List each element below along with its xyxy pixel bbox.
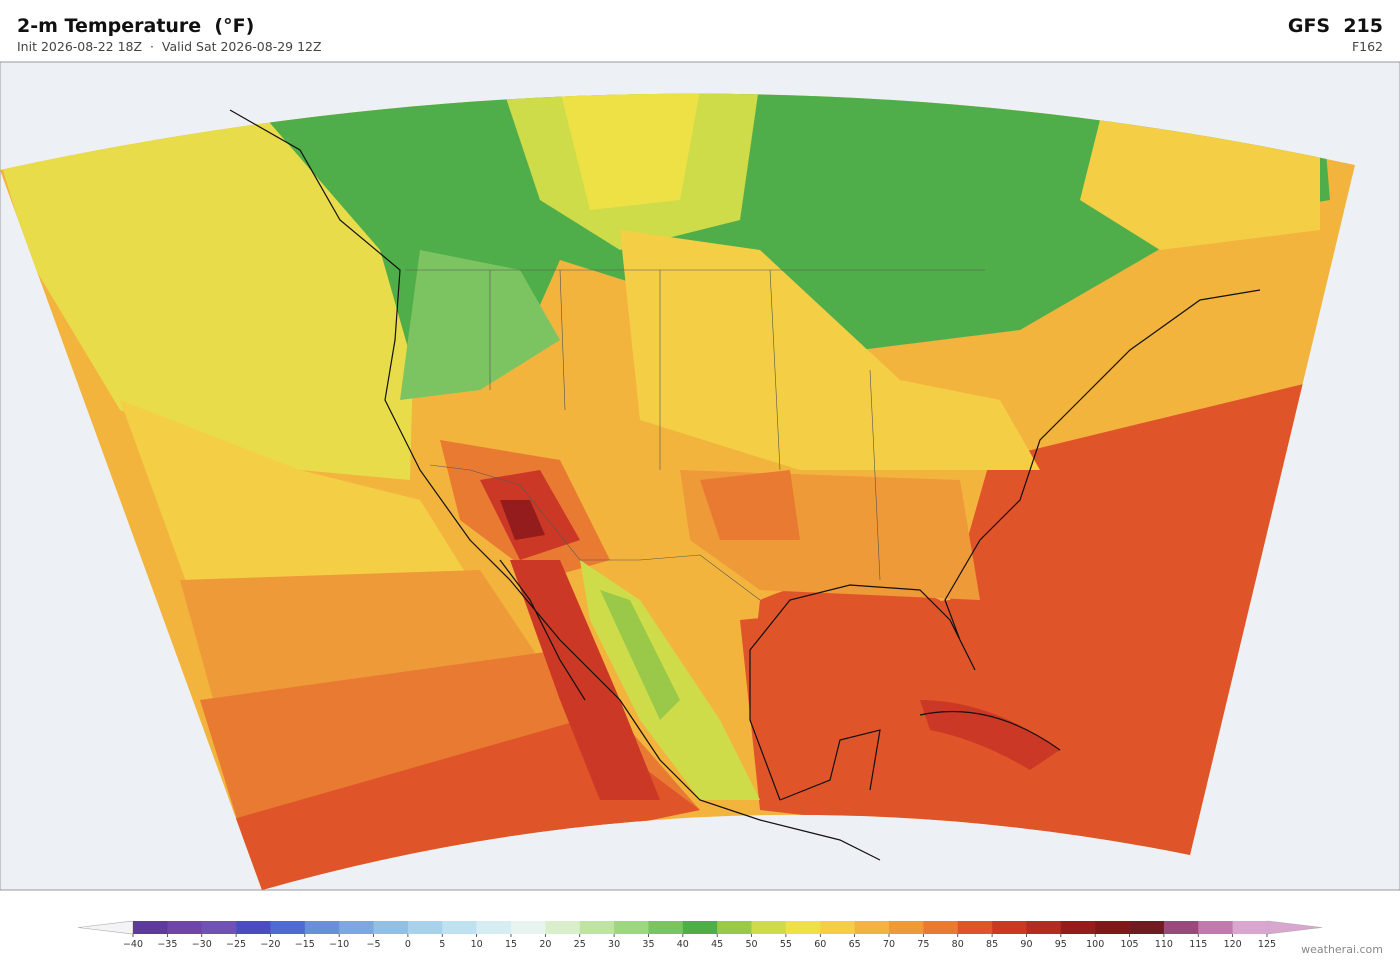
colorbar-tick-label: 100	[1086, 939, 1104, 950]
colorbar-bin	[751, 921, 787, 934]
colorbar-tick-label: 25	[574, 939, 586, 950]
colorbar-bin	[545, 921, 581, 934]
colorbar-tick-label: −5	[367, 939, 381, 950]
colorbar-bin	[167, 921, 203, 934]
colorbar-tick-label: 45	[711, 939, 723, 950]
coastlines	[229, 109, 1261, 861]
colorbar-tick-label: 5	[439, 939, 445, 950]
colorbar-tick-label: −15	[295, 939, 315, 950]
colorbar-bin	[579, 921, 615, 934]
colorbar-tick-label: 0	[405, 939, 411, 950]
colorbar-bin	[304, 921, 340, 934]
colorbar-bin	[614, 921, 649, 934]
colorbar-bin	[1163, 921, 1199, 934]
colorbar-bin	[648, 921, 684, 934]
colorbar-tick-label: 120	[1224, 939, 1242, 950]
colorbar-bin	[854, 921, 890, 934]
colorbar-tick-label: −35	[157, 939, 177, 950]
colorbar-tick-label: 105	[1120, 939, 1138, 950]
colorbar-bin	[339, 921, 374, 934]
colorbar-tick-label: 85	[986, 939, 998, 950]
colorbar-tick-label: 90	[1020, 939, 1032, 950]
colorbar-tick-label: 80	[952, 939, 964, 950]
colorbar-tick-label: 35	[642, 939, 654, 950]
colorbar-bin	[785, 921, 821, 934]
title: 2-m Temperature (°F)	[17, 15, 255, 37]
colorbar-tick-label: 110	[1155, 939, 1173, 950]
colorbar-bin	[1232, 921, 1268, 934]
colorbar-tick-label: 70	[883, 939, 895, 950]
colorbar-bin	[133, 921, 168, 934]
colorbar-bin	[682, 921, 718, 934]
colorbar-bin	[992, 921, 1027, 934]
colorbar-tick-label: −30	[192, 939, 212, 950]
model: GFS 215	[1287, 15, 1383, 37]
colorbar-tick-label: 95	[1055, 939, 1067, 950]
colorbar-tick-label: 40	[677, 939, 689, 950]
colorbar-bin	[511, 921, 546, 934]
forecast-hour: F162	[1351, 39, 1383, 54]
colorbar-bin	[373, 921, 409, 934]
subtitle: Init 2026-08-22 18Z · Valid Sat 2026-08-…	[17, 39, 322, 54]
colorbar-bin	[717, 921, 752, 934]
borders	[405, 269, 985, 601]
colorbar-bin	[1129, 921, 1165, 934]
colorbar-tick-label: 125	[1258, 939, 1276, 950]
colorbar-tick-label: 20	[539, 939, 551, 950]
colorbar-bin	[1026, 921, 1062, 934]
colorbar-bin	[820, 921, 855, 934]
colorbar-bin	[407, 921, 443, 934]
colorbar-tick-label: 50	[745, 939, 757, 950]
colorbar-bin	[923, 921, 959, 934]
colorbar-tick-label: 30	[608, 939, 620, 950]
colorbar-bin	[889, 921, 924, 934]
colorbar-under	[77, 920, 134, 935]
colorbar-bin	[1060, 921, 1096, 934]
colorbar-bin	[476, 921, 512, 934]
colorbar-tick-label: 60	[814, 939, 826, 950]
colorbar-bin	[270, 921, 306, 934]
colorbar-tick-label: 65	[849, 939, 861, 950]
credit: weatherai.com	[1301, 943, 1383, 956]
colorbar-over	[1266, 920, 1323, 935]
colorbar-bin	[442, 921, 477, 934]
colorbar-tick-label: 15	[505, 939, 517, 950]
colorbar-bin	[1198, 921, 1233, 934]
colorbar-tick-label: −40	[123, 939, 143, 950]
colorbar-bin	[236, 921, 271, 934]
colorbar-tick-label: −25	[226, 939, 246, 950]
colorbar-tick-label: 10	[471, 939, 483, 950]
colorbar-tick-label: −10	[329, 939, 349, 950]
colorbar-bin	[957, 921, 993, 934]
colorbar-tick-label: −20	[260, 939, 280, 950]
colorbar-bin	[201, 921, 237, 934]
colorbar-tick-label: 55	[780, 939, 792, 950]
colorbar-tick-label: 75	[917, 939, 929, 950]
colorbar-bin	[1095, 921, 1130, 934]
colorbar-tick-label: 115	[1189, 939, 1207, 950]
